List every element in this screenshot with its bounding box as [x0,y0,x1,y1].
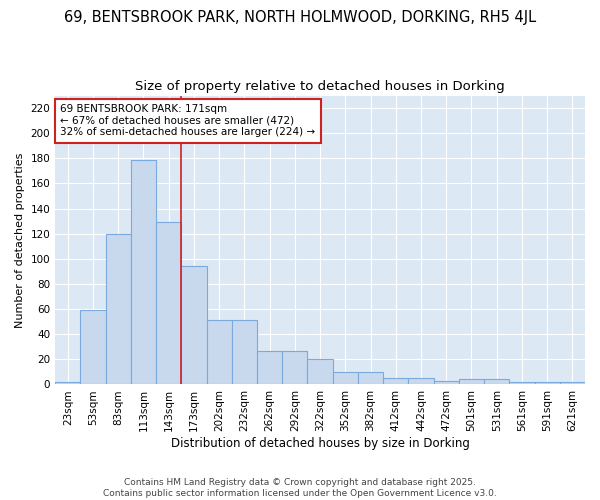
Bar [156,222,181,384]
Bar [106,234,131,384]
Bar [307,360,332,384]
Text: 69, BENTSBROOK PARK, NORTH HOLMWOOD, DORKING, RH5 4JL: 69, BENTSBROOK PARK, NORTH HOLMWOOD, DOR… [64,10,536,25]
Bar [282,350,307,384]
Bar [560,382,585,384]
Bar [509,382,535,384]
Bar [409,378,434,384]
Bar [181,266,206,384]
Bar [55,382,80,384]
Bar [484,380,509,384]
X-axis label: Distribution of detached houses by size in Dorking: Distribution of detached houses by size … [170,437,470,450]
Bar [358,372,383,384]
Title: Size of property relative to detached houses in Dorking: Size of property relative to detached ho… [135,80,505,93]
Bar [131,160,156,384]
Bar [206,320,232,384]
Text: 69 BENTSBROOK PARK: 171sqm
← 67% of detached houses are smaller (472)
32% of sem: 69 BENTSBROOK PARK: 171sqm ← 67% of deta… [61,104,316,138]
Bar [80,310,106,384]
Bar [257,350,282,384]
Y-axis label: Number of detached properties: Number of detached properties [15,152,25,328]
Bar [459,380,484,384]
Bar [332,372,358,384]
Bar [535,382,560,384]
Text: Contains HM Land Registry data © Crown copyright and database right 2025.
Contai: Contains HM Land Registry data © Crown c… [103,478,497,498]
Bar [434,380,459,384]
Bar [232,320,257,384]
Bar [383,378,409,384]
